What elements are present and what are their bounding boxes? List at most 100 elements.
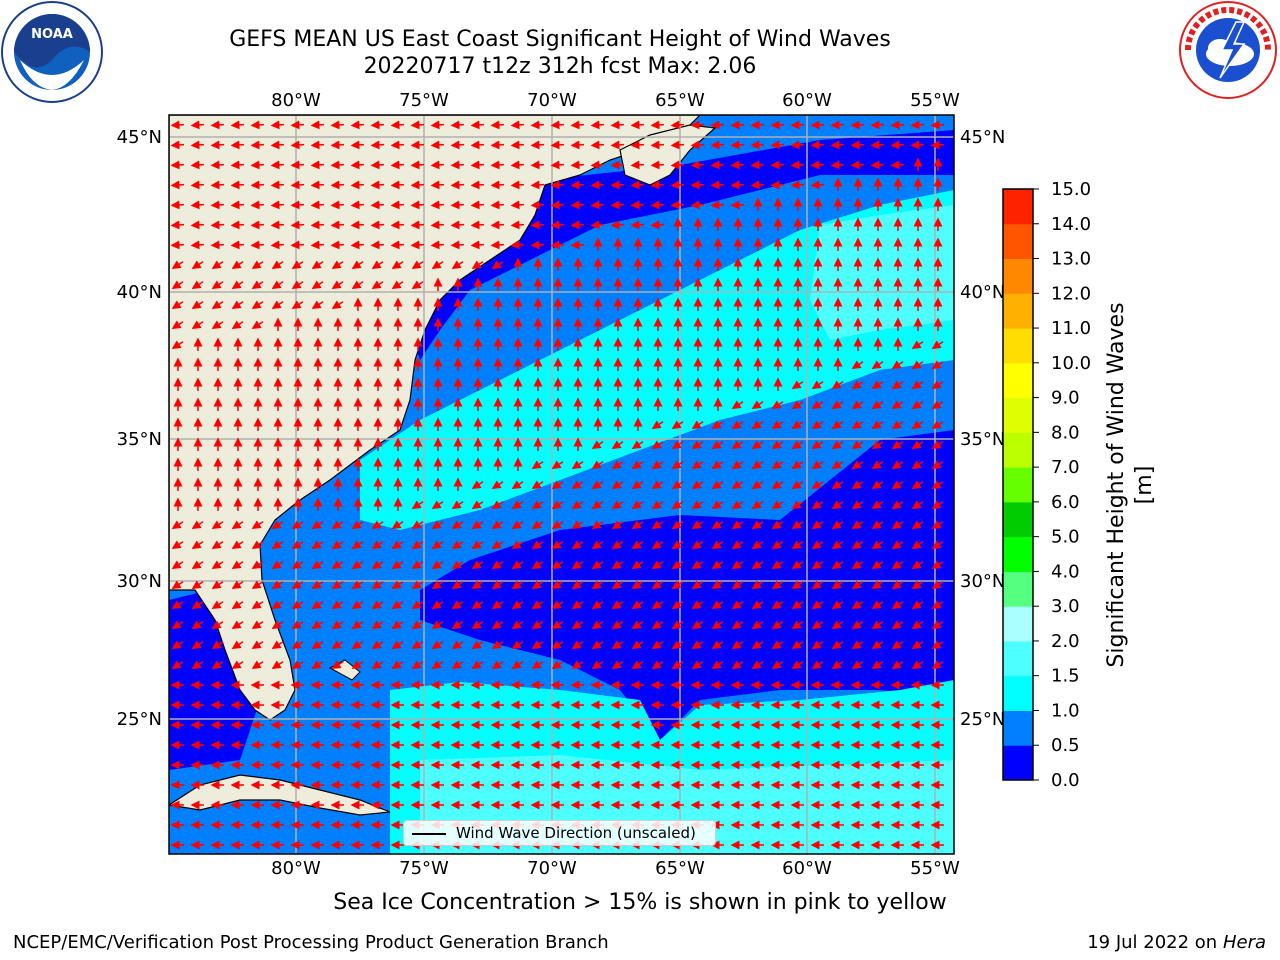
- wave-direction-arrow: [650, 220, 665, 230]
- wave-direction-arrow: [710, 200, 725, 210]
- wave-direction-arrow: [790, 180, 805, 190]
- wave-direction-arrow: [710, 160, 725, 170]
- wave-direction-arrow: [790, 140, 805, 150]
- wave-direction-arrow: [551, 460, 564, 470]
- colorbar-tick-label: 0.5: [1051, 735, 1080, 756]
- wave-direction-arrow: [631, 480, 644, 490]
- wave-direction-arrow: [270, 120, 285, 130]
- wave-direction-arrow: [451, 560, 464, 570]
- wave-direction-arrow: [551, 660, 564, 670]
- wave-direction-arrow: [931, 620, 944, 630]
- wave-direction-arrow: [310, 200, 325, 210]
- wave-direction-arrow: [831, 380, 844, 390]
- wave-direction-arrow: [671, 620, 684, 630]
- wave-direction-arrow: [331, 660, 344, 670]
- wave-direction-arrow: [871, 460, 884, 470]
- wave-direction-arrow: [931, 660, 944, 670]
- wave-direction-arrow: [210, 240, 225, 250]
- wave-direction-arrow: [891, 400, 904, 410]
- wave-direction-arrow: [691, 480, 704, 490]
- colorbar-segment: [1003, 675, 1033, 711]
- colorbar-tick-label: 11.0: [1051, 318, 1091, 339]
- wave-direction-arrow: [510, 180, 525, 190]
- wave-direction-arrow: [771, 460, 784, 470]
- lat-label-right: 30°N: [960, 571, 1005, 592]
- wave-direction-arrow: [231, 320, 244, 330]
- wave-direction-arrow: [451, 260, 464, 270]
- wave-direction-arrow: [611, 500, 624, 510]
- wave-direction-arrow: [791, 620, 804, 630]
- colorbar-tick-label: 4.0: [1051, 561, 1080, 582]
- wave-direction-arrow: [711, 660, 724, 670]
- wave-direction-arrow: [511, 600, 524, 610]
- colorbar-tick-label: 3.0: [1051, 596, 1080, 617]
- wave-direction-arrow: [611, 460, 624, 470]
- wave-direction-arrow: [691, 440, 704, 450]
- wave-direction-arrow: [611, 520, 624, 530]
- wave-direction-arrow: [231, 300, 244, 310]
- wave-direction-arrow: [831, 400, 844, 410]
- wave-direction-arrow: [851, 660, 864, 670]
- wave-direction-arrow: [851, 620, 864, 630]
- colorbar-segment: [1003, 293, 1033, 329]
- wave-direction-arrow: [911, 580, 924, 590]
- wave-direction-arrow: [750, 180, 765, 190]
- wave-direction-arrow: [331, 260, 344, 270]
- wave-direction-arrow: [811, 420, 824, 430]
- colorbar-segment: [1003, 328, 1033, 364]
- wave-direction-arrow: [851, 640, 864, 650]
- wave-direction-arrow: [551, 580, 564, 590]
- wave-direction-arrow: [591, 640, 604, 650]
- wave-direction-arrow: [350, 160, 365, 170]
- wave-direction-arrow: [530, 200, 545, 210]
- wave-direction-arrow: [690, 200, 705, 210]
- wave-direction-arrow: [491, 480, 504, 490]
- wave-direction-arrow: [451, 640, 464, 650]
- wave-direction-arrow: [771, 420, 784, 430]
- lat-label-left: 40°N: [117, 282, 162, 303]
- wave-direction-arrow: [531, 580, 544, 590]
- wave-direction-arrow: [311, 660, 324, 670]
- wave-direction-arrow: [430, 160, 445, 170]
- wave-direction-arrow: [911, 480, 924, 490]
- wave-direction-arrow: [190, 120, 205, 130]
- wave-direction-arrow: [310, 220, 325, 230]
- wave-direction-arrow: [751, 500, 764, 510]
- wave-direction-arrow: [791, 640, 804, 650]
- lat-label-right: 40°N: [960, 282, 1005, 303]
- wave-direction-arrow: [810, 120, 825, 130]
- wave-direction-arrow: [611, 580, 624, 590]
- wave-direction-arrow: [871, 620, 884, 630]
- wave-direction-arrow: [210, 120, 225, 130]
- wave-direction-arrow: [411, 600, 424, 610]
- wave-direction-arrow: [711, 580, 724, 590]
- wave-direction-arrow: [830, 140, 845, 150]
- wave-direction-arrow: [310, 240, 325, 250]
- lon-label-bottom: 70°W: [527, 858, 577, 879]
- wave-direction-arrow: [290, 220, 305, 230]
- wave-direction-arrow: [851, 600, 864, 610]
- wave-direction-arrow: [510, 140, 525, 150]
- wave-direction-arrow: [851, 580, 864, 590]
- wave-direction-arrow: [791, 400, 804, 410]
- wave-direction-arrow: [610, 220, 625, 230]
- wave-direction-arrow: [790, 120, 805, 130]
- wave-direction-arrow: [391, 640, 404, 650]
- wave-direction-arrow: [751, 420, 764, 430]
- wave-direction-arrow: [791, 440, 804, 450]
- wave-direction-arrow: [570, 180, 585, 190]
- wave-direction-arrow: [371, 580, 384, 590]
- wave-direction-arrow: [610, 200, 625, 210]
- wave-direction-arrow: [771, 660, 784, 670]
- wave-direction-arrow: [510, 120, 525, 130]
- wave-direction-arrow: [791, 540, 804, 550]
- wave-direction-arrow: [391, 620, 404, 630]
- wave-direction-arrow: [870, 160, 885, 170]
- wave-direction-arrow: [231, 540, 244, 550]
- wave-direction-arrow: [351, 580, 364, 590]
- wave-direction-arrow: [730, 140, 745, 150]
- wave-direction-arrow: [711, 420, 724, 430]
- wave-direction-arrow: [250, 200, 265, 210]
- wave-direction-arrow: [931, 560, 944, 570]
- legend-line-icon: [412, 833, 446, 835]
